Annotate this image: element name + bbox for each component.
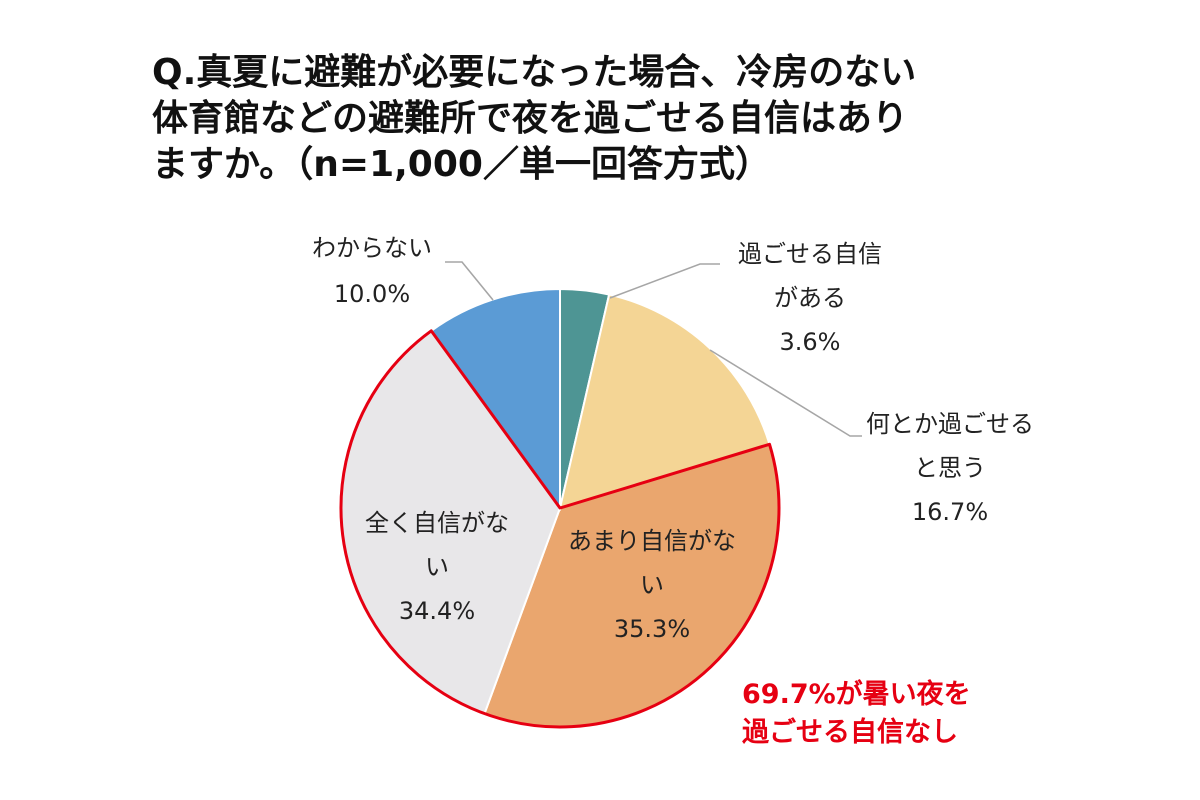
highlight-outline xyxy=(339,329,781,729)
data-label-slice-not-confident-at-all: 全く自信がない 34.4% xyxy=(365,509,509,625)
chart-title: Q.真夏に避難が必要になった場合、冷房のない 体育館などの避難所で夜を過ごせる自… xyxy=(152,50,1052,188)
leader-line-slice-dont-know xyxy=(445,261,494,301)
callout-line-1: 69.7%が暑い夜を xyxy=(742,679,971,710)
title-line-2: 体育館などの避難所で夜を過ごせる自信はあり xyxy=(152,98,909,139)
leader-line-slice-confident xyxy=(609,263,720,299)
title-line-1: Q.真夏に避難が必要になった場合、冷房のない xyxy=(152,52,917,93)
data-label-slice-confident: 過ごせる自信がある 3.6% xyxy=(738,240,882,356)
data-label-slice-somehow: 何とか過ごせると思う 16.7% xyxy=(866,410,1034,526)
title-line-3: ますか。（n=1,000／単一回答方式） xyxy=(152,144,771,185)
callout-annotation: 69.7%が暑い夜を 過ごせる自信なし xyxy=(742,676,971,752)
data-label-slice-not-very-confident: あまり自信がない 35.3% xyxy=(568,527,736,643)
data-label-slice-dont-know: わからない 10.0% xyxy=(312,234,432,308)
callout-line-2: 過ごせる自信なし xyxy=(742,717,958,748)
leader-line-slice-somehow xyxy=(709,349,862,437)
slice-somehow xyxy=(558,293,771,510)
